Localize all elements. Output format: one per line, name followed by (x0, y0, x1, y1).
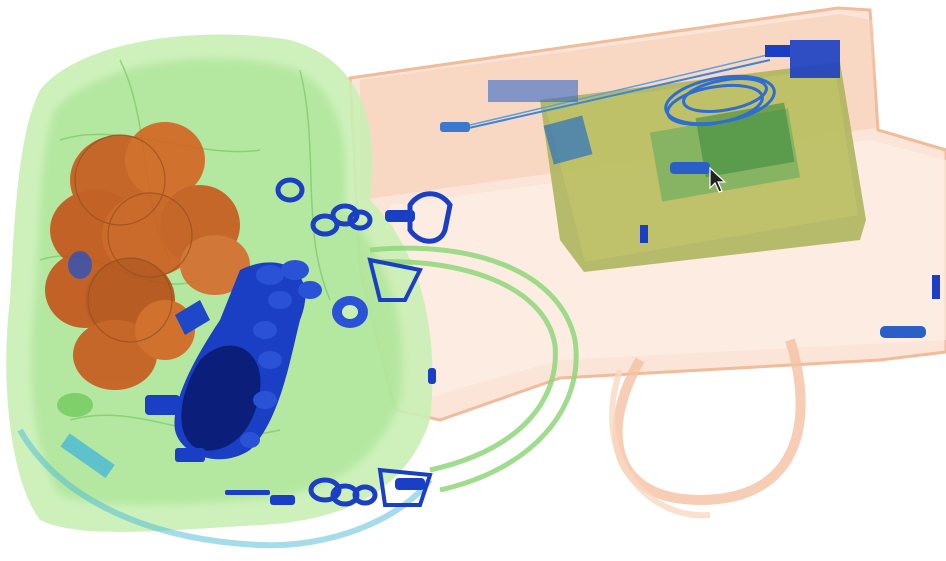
right-bag-handle (612, 338, 806, 506)
small-metal-parts (225, 210, 436, 505)
bag-handle-loop (369, 245, 579, 493)
carabiners (275, 177, 453, 507)
metal-cluster (145, 260, 368, 462)
top-right-metal (440, 40, 940, 338)
pointer-cursor (709, 166, 727, 193)
lower-left-items (57, 393, 115, 479)
cable-coil (459, 51, 781, 131)
organic-cluster (45, 122, 250, 390)
